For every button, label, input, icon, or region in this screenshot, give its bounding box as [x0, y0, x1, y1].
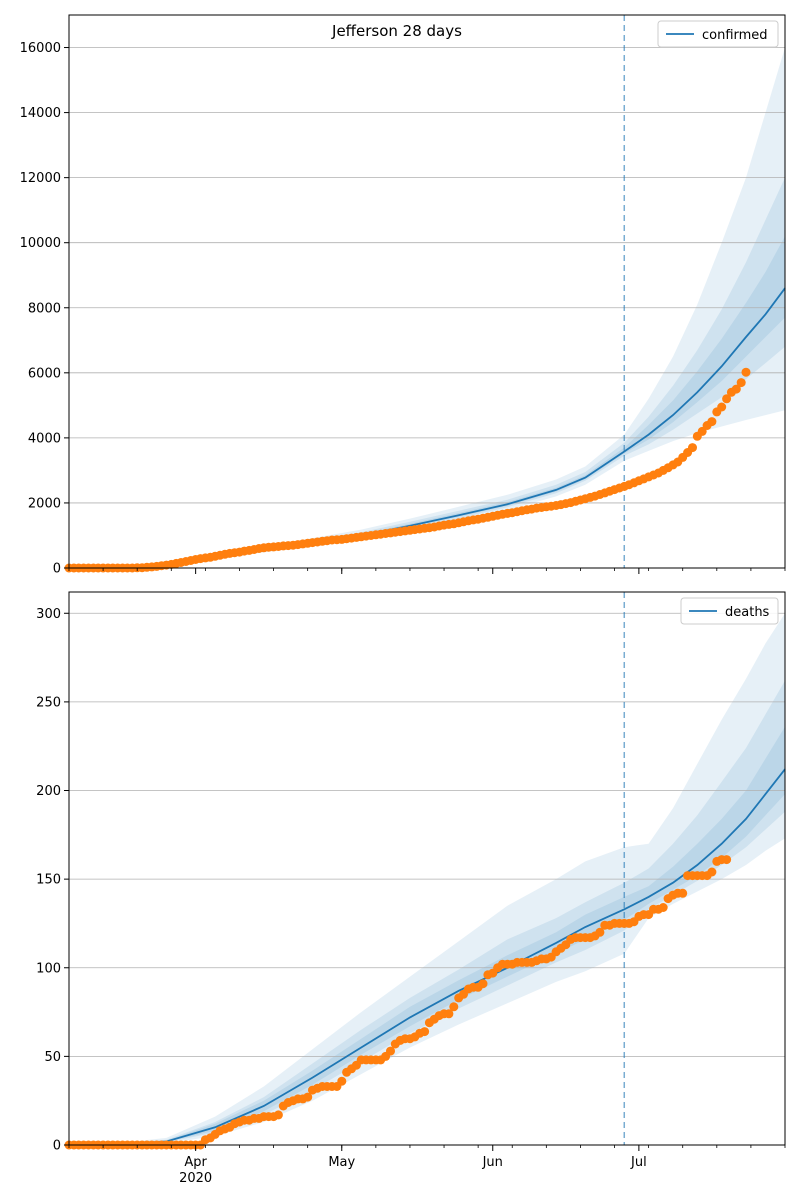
observed-point	[731, 384, 741, 394]
observed-point	[337, 1076, 347, 1086]
y-tick-label: 100	[36, 961, 61, 976]
y-tick-label: 0	[53, 562, 61, 577]
y-tick-label: 10000	[20, 236, 61, 251]
y-tick-label: 6000	[28, 366, 61, 381]
x-tick-label: Jul	[630, 1155, 647, 1170]
observed-point	[678, 888, 688, 898]
observed-point	[449, 1002, 459, 1012]
observed-point	[707, 867, 717, 877]
deaths-observed-points	[64, 855, 732, 1150]
y-tick-label: 0	[53, 1139, 61, 1154]
observed-point	[717, 402, 727, 412]
confirmed-legend-label: confirmed	[702, 28, 768, 43]
x-tick-label: Apr	[184, 1155, 207, 1170]
observed-point	[595, 927, 605, 937]
deaths-legend-box	[680, 597, 779, 625]
confirmed-x-axis	[68, 568, 786, 574]
y-tick-label: 8000	[28, 301, 61, 316]
y-tick-label: 150	[36, 873, 61, 888]
x-tick-label: Jun	[482, 1155, 503, 1170]
observed-point	[444, 1009, 454, 1019]
observed-point	[741, 367, 751, 377]
deaths-legend-label: deaths	[725, 605, 770, 620]
observed-point	[722, 394, 732, 404]
confirmed-y-axis: 0 2000 4000 6000 8000 10000 12000 14000 16000	[20, 41, 69, 577]
observed-point	[420, 1027, 430, 1037]
observed-point	[273, 1110, 283, 1120]
observed-point	[722, 855, 732, 865]
confirmed-legend: confirmed	[657, 20, 779, 48]
y-tick-label: 4000	[28, 431, 61, 446]
confirmed-gridlines	[69, 47, 785, 504]
confirmed-legend-box	[657, 20, 779, 48]
y-tick-label: 200	[36, 784, 61, 799]
observed-point	[478, 979, 488, 989]
observed-point	[736, 378, 746, 388]
confirmed-panel: 0 2000 4000 6000 8000 10000 12000 14000 16000 Je…	[20, 14, 786, 577]
deaths-model-line	[68, 768, 786, 1146]
model-series-line	[68, 768, 786, 1146]
y-tick-label: 12000	[20, 171, 61, 186]
deaths-gridlines	[69, 612, 785, 1057]
y-tick-label: 300	[36, 607, 61, 622]
x-tick-sublabel: 2020	[179, 1171, 212, 1186]
chart-title: Jefferson 28 days	[331, 22, 462, 40]
observed-point	[386, 1046, 395, 1056]
observed-point	[658, 903, 668, 912]
confirmed-axes-frame	[68, 14, 786, 569]
x-tick-label: May	[328, 1155, 355, 1170]
deaths-axes-frame	[68, 591, 786, 1146]
deaths-y-axis: 0 50 100 150 200 250 300	[36, 607, 69, 1154]
observed-point	[697, 426, 707, 436]
y-tick-label: 2000	[28, 496, 61, 511]
deaths-legend: deaths	[680, 597, 779, 625]
y-tick-label: 50	[44, 1050, 61, 1065]
y-tick-label: 250	[36, 695, 61, 710]
y-tick-label: 16000	[20, 41, 61, 56]
observed-point	[688, 443, 697, 453]
observed-point	[303, 1092, 313, 1102]
y-tick-label: 14000	[20, 106, 61, 121]
observed-point	[707, 417, 717, 427]
